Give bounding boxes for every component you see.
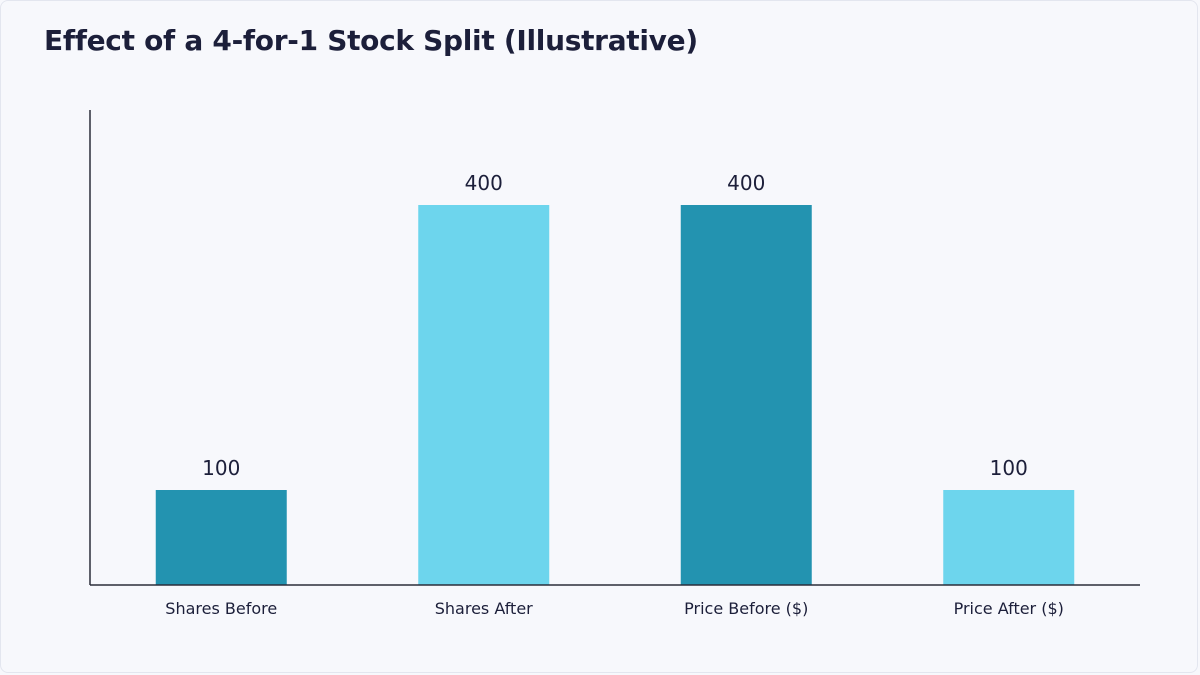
bar-value-label: 400 [465, 171, 503, 195]
bars-layer [155, 205, 1075, 585]
x-tick-label: Price Before ($) [684, 599, 808, 618]
bar-4 [943, 490, 1075, 585]
x-tick-label: Price After ($) [954, 599, 1064, 618]
chart-title: Effect of a 4-for-1 Stock Split (Illustr… [44, 24, 698, 57]
bar-2 [418, 205, 550, 585]
category-labels-layer: Shares Before Shares After Price Before ($… [165, 599, 1064, 618]
value-labels-layer: 100 400 400 100 [202, 171, 1028, 480]
bar-value-label: 100 [990, 456, 1028, 480]
bar-value-label: 400 [727, 171, 765, 195]
bar-3 [680, 205, 812, 585]
bar-1 [155, 490, 287, 585]
x-tick-label: Shares Before [165, 599, 277, 618]
bar-value-label: 100 [202, 456, 240, 480]
x-tick-label: Shares After [435, 599, 533, 618]
